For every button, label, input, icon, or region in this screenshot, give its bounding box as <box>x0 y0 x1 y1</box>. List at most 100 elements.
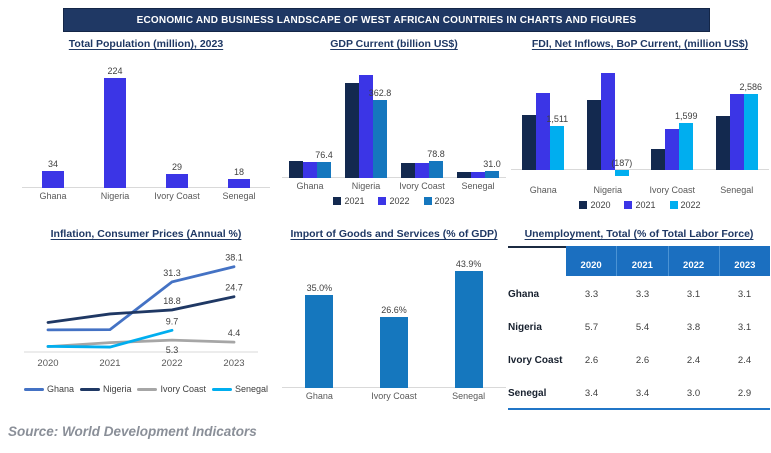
x-tick-label: 2022 <box>161 358 182 369</box>
series-line-ghana <box>46 265 236 332</box>
category-label: Ghana <box>529 185 557 195</box>
category-label: Nigeria <box>593 185 622 195</box>
row-label: Nigeria <box>508 322 542 333</box>
gdp-grouped-bar-chart: 76.4 362.8 78.8 31.0 Ghana Nigeria Ivory Coast… <box>282 56 506 206</box>
panel-inflation: Inflation, Consumer Prices (Annual %) 31… <box>22 228 270 410</box>
value-label: 18 <box>233 167 245 178</box>
panel-unemployment: Unemployment, Total (% of Total Labor Fo… <box>508 228 770 410</box>
legend-swatch <box>423 197 432 205</box>
category-group: 18 <box>208 56 270 188</box>
value-label: 78.8 <box>427 148 445 159</box>
series-line-nigeria <box>46 295 236 324</box>
category-group: 43.9% <box>431 246 506 388</box>
x-tick-label: 2023 <box>223 358 244 369</box>
legend-label: 2022 <box>389 196 410 206</box>
category-group: 35.0% <box>282 246 357 388</box>
category-label: Nigeria <box>351 181 381 191</box>
panel-gdp: GDP Current (billion US$) 76.4 362.8 78.8 3… <box>282 38 506 220</box>
table-cell: 2.9 <box>737 388 752 399</box>
category-label: Ivory Coast <box>399 181 445 191</box>
bar <box>586 99 601 170</box>
category-label: Senegal <box>452 391 486 401</box>
value-label: 2,586 <box>739 81 763 92</box>
table-cell: 2.6 <box>584 355 599 366</box>
table-cell: 3.3 <box>635 289 650 300</box>
population-chart-title: Total Population (million), 2023 <box>68 38 224 50</box>
value-label: 1,599 <box>674 110 698 121</box>
fdi-grouped-bar-chart: 1,511 (187) 1,599 2,586 Ghana Nigeria Ivory Co… <box>511 56 769 210</box>
legend-label: Ivory Coast <box>160 384 206 394</box>
bar <box>166 173 188 188</box>
legend-item: 2022 <box>378 196 410 206</box>
value-label: 1,511 <box>546 113 569 124</box>
legend-line-swatch <box>23 387 44 391</box>
category-group: (187) <box>576 56 641 182</box>
row-label: Senegal <box>508 388 547 399</box>
table-cell: 3.1 <box>737 289 752 300</box>
value-label: 31.0 <box>483 159 501 170</box>
point-label: 24.7 <box>225 283 243 293</box>
x-tick-label: 2021 <box>99 358 120 369</box>
row-label: Ivory Coast <box>508 355 563 366</box>
category-group: 29 <box>146 56 208 188</box>
inflation-chart-title: Inflation, Consumer Prices (Annual %) <box>50 228 242 240</box>
legend-label: 2020 <box>590 200 611 210</box>
category-label: Senegal <box>461 181 495 191</box>
legend-swatch <box>624 201 633 209</box>
legend-label: Nigeria <box>102 384 132 394</box>
line-plot: 31.3 38.1 18.8 24.7 5.3 4.4 9.7 2020 2021 2022 202… <box>24 253 258 369</box>
table-corner-cell <box>508 246 566 276</box>
value-label: 76.4 <box>315 149 333 160</box>
legend-label: 2021 <box>344 196 365 206</box>
banner-title: ECONOMIC AND BUSINESS LANDSCAPE OF WEST … <box>136 14 637 26</box>
category-label: Ivory Coast <box>649 185 695 195</box>
fdi-chart-title: FDI, Net Inflows, BoP Current, (million … <box>531 38 749 50</box>
row-label: Ghana <box>508 289 540 300</box>
bar <box>401 162 415 178</box>
value-label: 362.8 <box>368 87 392 98</box>
category-group: 224 <box>84 56 146 188</box>
plot-area: 35.0% 26.6% 43.9% <box>282 246 506 388</box>
legend-item: 2020 <box>579 200 610 210</box>
category-group: 34 <box>22 56 84 188</box>
inflation-line-chart: 31.3 38.1 18.8 24.7 5.3 4.4 9.7 2020 2021 2022 202… <box>22 246 270 394</box>
legend-item: Ghana <box>23 384 74 394</box>
bar <box>415 162 429 178</box>
bar <box>380 317 408 388</box>
legend: 2020 2021 2022 <box>511 200 769 210</box>
legend-label: Senegal <box>234 384 268 394</box>
bar <box>485 171 499 178</box>
plot-area: 34 224 29 18 <box>22 56 270 188</box>
year-header-cell: 2022 <box>667 246 719 276</box>
category-label: Ivory Coast <box>154 191 200 201</box>
panel-population: Total Population (million), 2023 34 224 29… <box>22 38 270 220</box>
panel-imports: Import of Goods and Services (% of GDP) … <box>282 228 506 410</box>
plot-area: 1,511 (187) 1,599 2,586 <box>511 56 769 182</box>
legend-swatch <box>579 201 588 209</box>
bar <box>454 270 483 388</box>
population-bar-chart: 34 224 29 18 Ghana Nigeria Ivory Coast Senegal <box>22 56 270 201</box>
point-label: 38.1 <box>225 253 243 263</box>
category-label: Senegal <box>222 191 256 201</box>
category-label: Ghana <box>39 191 67 201</box>
category-labels: Ghana Nigeria Ivory Coast Senegal <box>511 185 769 195</box>
category-group: 26.6% <box>357 246 432 388</box>
category-label: Senegal <box>720 185 754 195</box>
imports-chart-title: Import of Goods and Services (% of GDP) <box>290 228 498 240</box>
table-cell: 2.6 <box>635 355 650 366</box>
table-row: Ivory Coast 2.6 2.6 2.4 2.4 <box>508 346 770 375</box>
table-row: Nigeria 5.7 5.4 3.8 3.1 <box>508 313 770 342</box>
bar <box>550 125 565 170</box>
legend-item: 2022 <box>669 200 701 210</box>
category-label: Ivory Coast <box>371 391 417 401</box>
bar <box>471 172 485 178</box>
legend-item: 2021 <box>624 200 656 210</box>
imports-bar-chart: 35.0% 26.6% 43.9% Ghana Ivory Coast Senegal <box>282 246 506 401</box>
category-labels: Ghana Nigeria Ivory Coast Senegal <box>22 191 270 201</box>
title-banner: ECONOMIC AND BUSINESS LANDSCAPE OF WEST … <box>63 8 710 32</box>
legend-line-swatch <box>211 387 232 391</box>
bar <box>536 93 551 170</box>
legend-line-swatch <box>79 387 100 391</box>
legend-swatch <box>378 197 387 205</box>
